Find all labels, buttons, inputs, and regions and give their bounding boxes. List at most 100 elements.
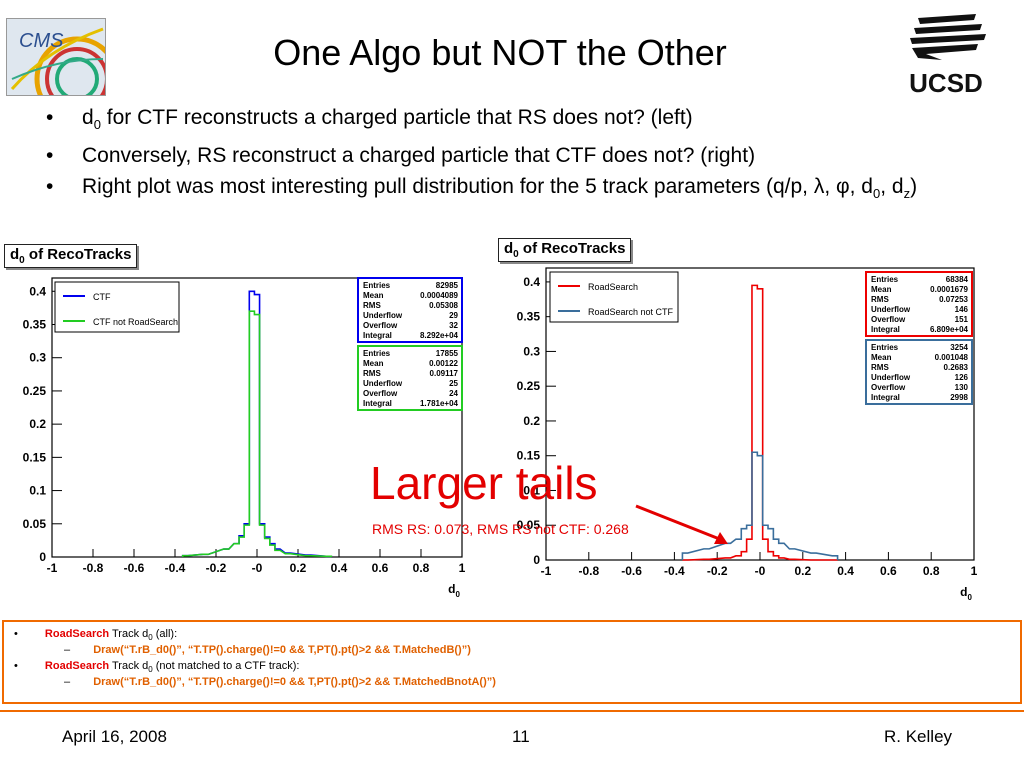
ucsd-logo-text: UCSD [909, 68, 983, 96]
x-tick-label: -0.2 [206, 561, 227, 575]
x-tick-label: 0.2 [290, 561, 307, 575]
y-tick-label: 0.1 [29, 484, 46, 498]
stats-value: 29 [449, 311, 458, 320]
stats-value: 3254 [950, 343, 968, 352]
stats-box: Entries 82985 Mean 0.0004089 RMS 0.05308 Under… [357, 277, 463, 343]
x-tick-label: -0 [252, 561, 263, 575]
x-axis-label: d0 [448, 582, 460, 599]
legend-label: RoadSearch [588, 282, 638, 292]
stats-value: 2998 [950, 393, 968, 402]
stats-key: RMS [871, 363, 889, 372]
rms-annotation: RMS RS: 0.073, RMS RS not CTF: 0.268 [372, 521, 629, 537]
x-tick-label: -0 [755, 564, 766, 578]
y-tick-label: 0 [39, 550, 46, 564]
y-tick-label: 0.4 [29, 284, 46, 298]
right-histogram: -1 -0.8 -0.6 -0.4 -0.2 -0 0.2 0.4 0.6 0.8 1 0 0.05 0.… [517, 267, 978, 602]
stats-value: 24 [449, 389, 458, 398]
code-item: • RoadSearch Track d0 (all): [14, 628, 178, 643]
stats-key: Integral [363, 399, 392, 408]
stats-value: 25 [449, 379, 458, 388]
footer-rule [0, 710, 1024, 712]
code-command: – Draw(“T.rB_d0()”, “T.TP().charge()!=0 … [64, 644, 471, 656]
stats-value: 6.809e+04 [930, 325, 969, 334]
stats-key: Overflow [363, 389, 398, 398]
stats-key: Underflow [363, 379, 403, 388]
y-tick-label: 0.35 [517, 310, 541, 324]
left-plot-title: d0 of RecoTracks [4, 244, 138, 268]
x-tick-label: -0.8 [578, 564, 599, 578]
stats-key: Overflow [871, 315, 906, 324]
stats-key: Mean [363, 359, 384, 368]
larger-tails-annotation: Larger tails [370, 457, 598, 509]
y-tick-label: 0.35 [23, 318, 47, 332]
stats-value: 0.00122 [429, 359, 458, 368]
x-tick-label: 0.6 [372, 561, 389, 575]
legend: RoadSearch RoadSearch not CTF [549, 271, 679, 323]
stats-key: Entries [363, 281, 391, 290]
series-line [682, 284, 838, 561]
stats-frame [357, 345, 463, 411]
stats-key: Underflow [363, 311, 403, 320]
x-tick-label: -0.4 [165, 561, 186, 575]
stats-value: 0.001048 [935, 353, 969, 362]
right-plot-title: d0 of RecoTracks [498, 238, 632, 262]
footer-author: R. Kelley [884, 727, 953, 746]
x-tick-label: -0.6 [621, 564, 642, 578]
y-tick-label: 0.15 [23, 450, 47, 464]
y-tick-label: 0.25 [23, 384, 47, 398]
y-tick-label: 0.3 [29, 351, 46, 365]
bullet-item: d0 for CTF reconstructs a charged partic… [42, 105, 1002, 137]
stats-key: Overflow [363, 321, 398, 330]
bullet-item: Right plot was most interesting pull dis… [42, 174, 1002, 206]
left-histogram: -1 -0.8 -0.6 -0.4 -0.2 -0 0.2 0.4 0.6 0.8 1 0 0.05 0.… [23, 277, 466, 599]
annotation-arrow [635, 504, 728, 544]
stats-key: Overflow [871, 383, 906, 392]
stats-value: 1.781e+04 [420, 399, 459, 408]
stats-key: Mean [871, 285, 892, 294]
y-tick-label: 0.4 [523, 275, 540, 289]
code-box: • RoadSearch Track d0 (all): – Draw(“T.r… [2, 620, 1022, 704]
y-tick-label: 0.1 [523, 483, 540, 497]
x-axis-label: d0 [960, 585, 972, 602]
x-tick-label: 0.4 [837, 564, 854, 578]
cms-logo-text: CMS [19, 30, 64, 52]
x-tick-label: 1 [459, 561, 466, 575]
stats-value: 0.05308 [429, 301, 458, 310]
series-0 [682, 284, 838, 561]
stats-key: Mean [363, 291, 384, 300]
legend-label: RoadSearch not CTF [588, 307, 674, 317]
stats-frame [865, 271, 973, 337]
legend-box [54, 281, 180, 333]
stats-frame [357, 277, 463, 343]
footer-page-number: 11 [512, 727, 530, 746]
stats-key: Integral [871, 393, 900, 402]
x-tick-label: 0.8 [413, 561, 430, 575]
stats-key: RMS [871, 295, 889, 304]
footer-date: April 16, 2008 [62, 727, 167, 746]
stats-value: 82985 [436, 281, 459, 290]
y-tick-label: 0.05 [517, 518, 541, 532]
x-tick-label: 0.6 [880, 564, 897, 578]
stats-key: RMS [363, 301, 381, 310]
x-tick-label: 1 [971, 564, 978, 578]
stats-box: Entries 68384 Mean 0.0001679 RMS 0.07253 Under… [865, 271, 973, 337]
legend-label: CTF [93, 292, 111, 302]
legend: CTF CTF not RoadSearch [54, 281, 180, 333]
x-tick-label: -1 [541, 564, 552, 578]
legend-box [549, 271, 679, 323]
bullet-list: d0 for CTF reconstructs a charged partic… [42, 105, 1002, 212]
stats-key: Underflow [871, 305, 911, 314]
x-tick-label: -0.4 [664, 564, 685, 578]
stats-value: 17855 [436, 349, 459, 358]
bullet-item: Conversely, RS reconstruct a charged par… [42, 143, 1002, 168]
stats-key: Mean [871, 353, 892, 362]
stats-key: Integral [363, 331, 392, 340]
y-tick-label: 0.2 [523, 414, 540, 428]
stats-value: 126 [955, 373, 969, 382]
y-tick-label: 0.05 [23, 517, 47, 531]
series-1 [181, 310, 333, 558]
y-tick-label: 0.25 [517, 379, 541, 393]
x-tick-label: 0.8 [923, 564, 940, 578]
stats-value: 0.0001679 [930, 285, 968, 294]
stats-value: 0.2683 [944, 363, 969, 372]
